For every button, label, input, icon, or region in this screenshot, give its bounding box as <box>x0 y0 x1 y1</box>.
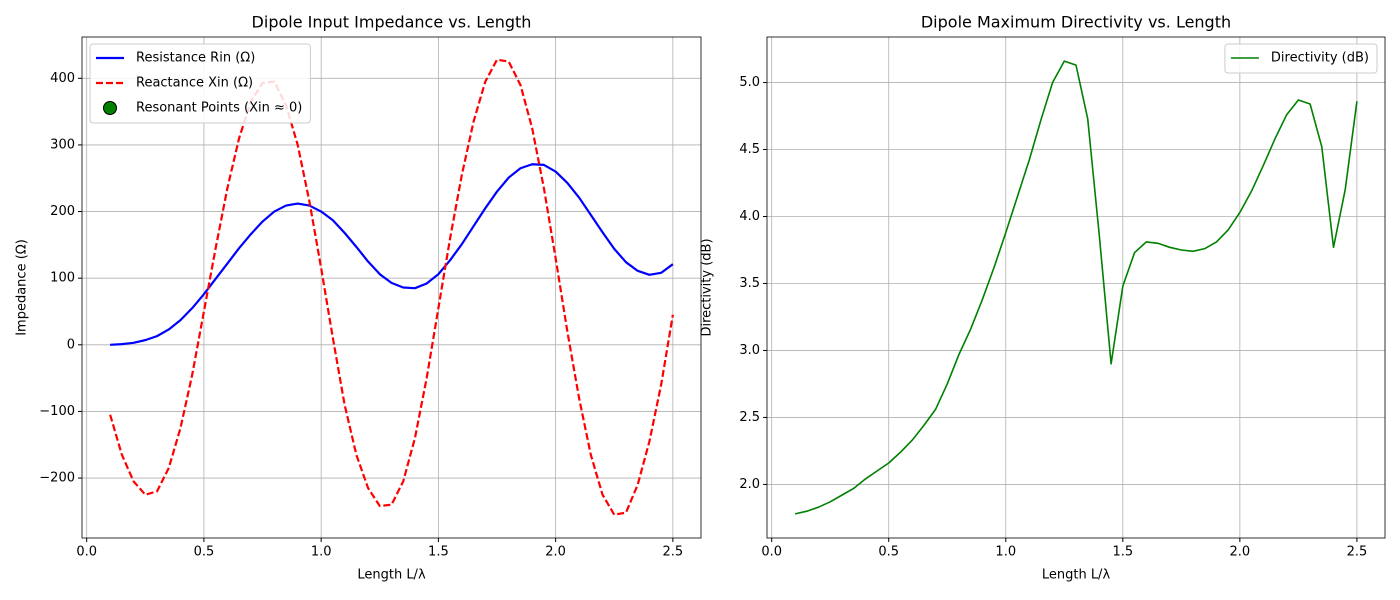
legend-marker <box>103 101 117 115</box>
y-tick-label: 2.5 <box>739 410 760 425</box>
y-tick-label: 4.0 <box>739 209 760 224</box>
axes-frame <box>766 36 1386 539</box>
series-line <box>109 58 674 516</box>
legend: Directivity (dB) <box>1224 43 1378 74</box>
legend-box <box>1224 43 1378 74</box>
y-tick-label: 4.5 <box>739 142 760 157</box>
y-tick-label: 3.0 <box>739 343 760 358</box>
y-axis-label: Impedance (Ω) <box>15 239 30 336</box>
legend-label: Reactance Xin (Ω) <box>136 76 253 91</box>
chart-title: Dipole Maximum Directivity vs. Length <box>921 13 1231 32</box>
y-tick-label: −100 <box>39 404 75 419</box>
x-axis-label: Length L/λ <box>357 568 426 583</box>
x-tick-label: 2.0 <box>1230 545 1251 560</box>
legend-label: Resonant Points (Xin ≈ 0) <box>136 101 302 116</box>
x-axis-label: Length L/λ <box>1042 568 1111 583</box>
subplot: 0.0 0.5 1.0 1.5 2.0 2.5 2.0 2.5 3.0 3.5 4.0 4.5 5.0 D… <box>700 13 1386 583</box>
y-tick-label: 100 <box>50 271 75 286</box>
x-tick-label: 1.0 <box>311 545 332 560</box>
series-line <box>110 163 674 346</box>
subplot: 0.0 0.5 1.0 1.5 2.0 2.5 −200 −100 0 100 200 300 400 D… <box>15 13 702 583</box>
x-tick-label: 1.5 <box>1112 545 1133 560</box>
legend-label: Resistance Rin (Ω) <box>136 51 255 66</box>
y-axis-label: Directivity (dB) <box>700 238 715 336</box>
x-tick-label: 1.5 <box>428 545 449 560</box>
x-tick-label: 2.5 <box>663 545 684 560</box>
x-tick-label: 1.0 <box>995 545 1016 560</box>
legend: Resistance Rin (Ω) Reactance Xin (Ω) Reson… <box>89 43 311 124</box>
x-tick-label: 0.0 <box>761 545 782 560</box>
y-tick-label: 400 <box>50 71 75 86</box>
x-tick-label: 0.5 <box>194 545 215 560</box>
y-tick-label: 300 <box>50 137 75 152</box>
y-tick-label: −200 <box>39 471 75 486</box>
y-tick-label: 200 <box>50 204 75 219</box>
y-tick-label: 2.0 <box>739 477 760 492</box>
y-tick-label: 5.0 <box>739 75 760 90</box>
x-tick-label: 2.0 <box>545 545 566 560</box>
y-tick-label: 0 <box>67 337 75 352</box>
axes-frame <box>81 36 702 539</box>
legend-box <box>89 43 311 124</box>
chart-title: Dipole Input Impedance vs. Length <box>252 13 532 32</box>
x-tick-label: 0.5 <box>878 545 899 560</box>
x-tick-label: 0.0 <box>76 545 97 560</box>
x-tick-label: 2.5 <box>1347 545 1368 560</box>
legend-label: Directivity (dB) <box>1271 51 1369 66</box>
series-line <box>794 60 1358 515</box>
y-tick-label: 3.5 <box>739 276 760 291</box>
